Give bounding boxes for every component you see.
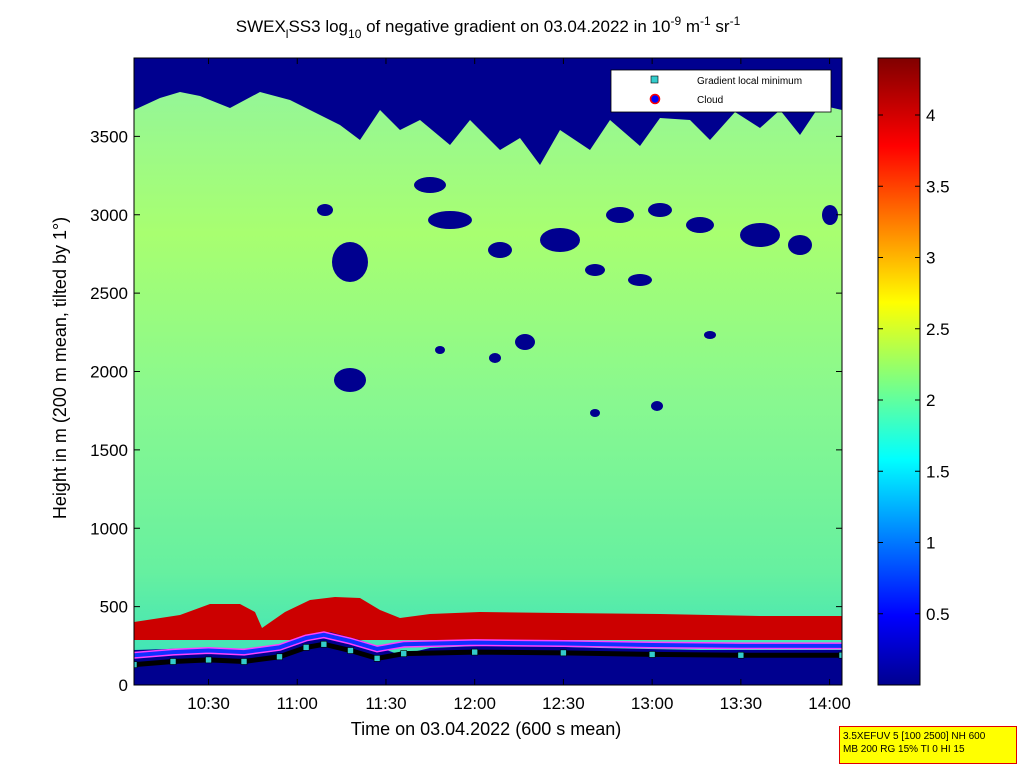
y-tick-label: 500 (100, 598, 128, 617)
gradient-minimum-marker (737, 651, 745, 659)
heatmap-image (134, 58, 842, 685)
y-tick-label: 1000 (90, 519, 128, 538)
colorbar-tick-label: 1 (926, 534, 935, 553)
y-axis: 0 500 1000 1500 2000 2500 3000 3500 (90, 127, 842, 695)
gradient-minimum-marker (471, 648, 478, 656)
x-tick-label: 12:00 (453, 694, 496, 713)
y-axis-label: Height in m (200 m mean, tilted by 1°) (50, 217, 70, 519)
heatmap-aerosol-layer (134, 597, 842, 640)
colorbar-tick-label: 2.5 (926, 320, 950, 339)
x-tick-label: 14:00 (808, 694, 851, 713)
gradient-minimum-marker (838, 651, 842, 659)
gradient-minimum-marker (240, 658, 248, 665)
gradient-minimum-marker (373, 655, 381, 662)
legend-entry-cloud: Cloud (649, 93, 723, 106)
overlay-lines (134, 631, 842, 668)
legend-label-gradient-minimum: Gradient local minimum (697, 76, 802, 87)
legend: Gradient local minimum Cloud (610, 69, 832, 113)
x-tick-label: 11:00 (277, 694, 318, 713)
x-axis: 10:30 11:00 11:30 12:00 12:30 13:00 13:30 14:00 (187, 58, 851, 713)
x-axis-label: Time on 03.04.2022 (600 s mean) (351, 719, 622, 739)
legend-label-cloud: Cloud (697, 95, 723, 106)
colorbar-ticks: 0.5 1 1.5 2 2.5 3 3.5 4 (878, 106, 950, 624)
info-line-2: MB 200 RG 15% TI 0 HI 15 (843, 744, 965, 755)
x-tick-label: 13:00 (631, 694, 674, 713)
legend-circle-marker (649, 93, 661, 105)
colorbar-tick-label: 2 (926, 391, 935, 410)
legend-entry-gradient-minimum: Gradient local minimum (650, 75, 802, 87)
plot-area (133, 57, 843, 686)
y-tick-label: 2500 (90, 284, 128, 303)
legend-box (610, 69, 832, 113)
gradient-minimum-marker (320, 640, 328, 648)
gradient-minimum-marker (276, 653, 283, 661)
colorbar: 0.5 1 1.5 2 2.5 3 3.5 4 (877, 57, 950, 686)
gradient-minimum-marker (302, 644, 310, 651)
x-tick-label: 10:30 (187, 694, 230, 713)
cloud-band-inner (134, 632, 842, 658)
colorbar-tick-label: 4 (926, 106, 935, 125)
colorbar-tick-label: 1.5 (926, 462, 950, 481)
gradient-minimum-marker (400, 650, 408, 657)
gradient-minimum-marker (560, 649, 567, 657)
colorbar-gradient (877, 57, 921, 686)
heatmap-cloud-patches (317, 177, 838, 417)
x-tick-label: 11:30 (365, 694, 406, 713)
y-tick-label: 1500 (90, 441, 128, 460)
gradient-minimum-marker (347, 647, 354, 654)
x-tick-label: 13:30 (720, 694, 763, 713)
chart-title: SWEXlSS3 log10 of negative gradient on 0… (236, 14, 741, 41)
colorbar-tick-label: 3 (926, 249, 935, 268)
y-tick-label: 0 (119, 676, 128, 695)
gradient-minimum-marker (134, 661, 138, 668)
y-tick-label: 3500 (90, 127, 128, 146)
info-box: 3.5XEFUV 5 [100 2500] NH 600 MB 200 RG 1… (839, 726, 1017, 764)
heatmap-background (134, 58, 842, 685)
gradient-minimum-marker (205, 656, 212, 664)
y-tick-label: 2000 (90, 363, 128, 382)
x-tick-label: 12:30 (542, 694, 585, 713)
gradient-minimum-marker (648, 651, 656, 658)
legend-square-marker (650, 75, 659, 84)
colorbar-tick-label: 0.5 (926, 605, 950, 624)
colorbar-tick-label: 3.5 (926, 177, 950, 196)
gradient-minimum-marker (169, 658, 177, 665)
y-tick-label: 3000 (90, 206, 128, 225)
info-line-1: 3.5XEFUV 5 [100 2500] NH 600 (843, 731, 986, 742)
